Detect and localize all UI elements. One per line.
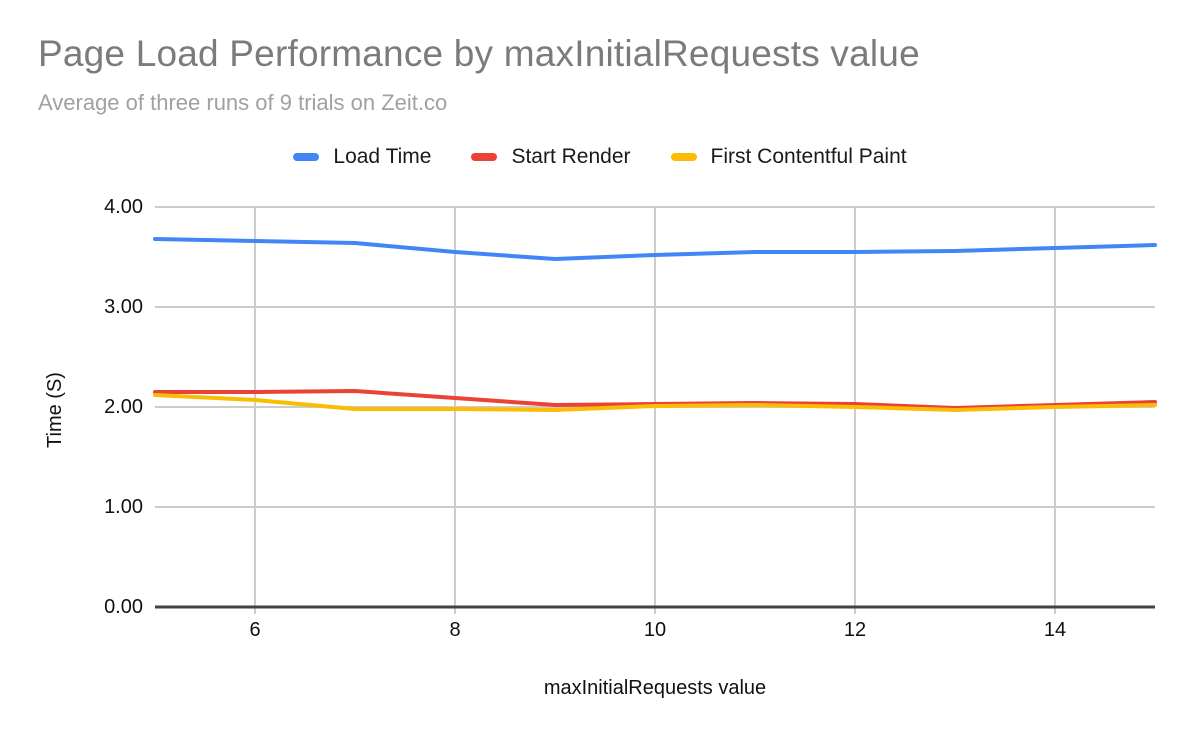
- x-axis-title: maxInitialRequests value: [543, 677, 767, 699]
- y-tick-label: 0.00: [104, 596, 143, 618]
- legend-item-load-time: Load Time: [293, 145, 431, 169]
- y-tick-label: 2.00: [104, 396, 143, 418]
- legend-item-first-contentful-paint: First Contentful Paint: [670, 145, 907, 169]
- x-tick-label: 10: [643, 619, 667, 641]
- chart-subtitle: Average of three runs of 9 trials on Zei…: [38, 90, 448, 115]
- y-tick-label: 4.00: [104, 196, 143, 218]
- legend-swatch-icon: [293, 153, 320, 161]
- y-tick-label: 3.00: [104, 296, 143, 318]
- series-line-load-time: [153, 237, 1157, 261]
- y-tick-label: 1.00: [104, 496, 143, 518]
- legend: Load Time Start Render First Contentful Pa…: [0, 142, 1200, 172]
- series-line-first-contentful-paint: [153, 393, 1157, 412]
- legend-label: Load Time: [333, 145, 432, 168]
- plot-area: [153, 206, 1157, 614]
- legend-swatch-icon: [670, 153, 697, 161]
- legend-label: First Contentful Paint: [710, 145, 907, 168]
- x-tick-label: 8: [449, 619, 461, 641]
- x-tick-label: 12: [843, 619, 867, 641]
- chart-title: Page Load Performance by maxInitialReque…: [38, 33, 920, 74]
- x-tick-label: 6: [249, 619, 261, 641]
- legend-item-start-render: Start Render: [471, 145, 631, 169]
- legend-swatch-icon: [471, 153, 498, 161]
- x-tick-label: 14: [1043, 619, 1067, 641]
- legend-label: Start Render: [511, 145, 631, 168]
